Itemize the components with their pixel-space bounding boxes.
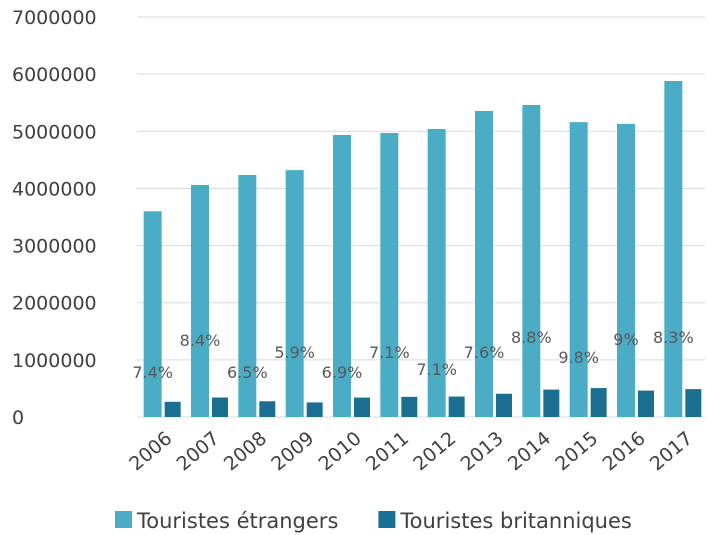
legend-swatch (115, 511, 132, 528)
x-tick-label: 2014 (504, 427, 555, 475)
bar (401, 396, 418, 417)
bar (475, 111, 493, 417)
bar (638, 390, 654, 417)
y-tick-label: 4000000 (12, 178, 97, 200)
bar (212, 397, 228, 417)
annotation: 8.3% (653, 328, 694, 347)
y-tick-label: 3000000 (12, 236, 97, 258)
x-tick-label: 2010 (315, 427, 366, 475)
bar (285, 170, 304, 417)
bar (496, 393, 512, 417)
annotation: 9.8% (558, 348, 599, 367)
x-tick-label: 2017 (646, 427, 697, 475)
y-tick-label: 6000000 (12, 64, 97, 86)
bar (590, 388, 607, 417)
x-tick-label: 2011 (362, 427, 413, 475)
bar (448, 396, 465, 417)
annotation: 6.9% (322, 363, 363, 382)
y-tick-label: 5000000 (12, 121, 97, 143)
annotation: 8.4% (180, 331, 221, 350)
bar (380, 133, 399, 417)
bar (164, 401, 181, 417)
bar (191, 185, 209, 417)
annotation: 7.1% (416, 360, 457, 379)
annotation: 6.5% (227, 363, 268, 382)
legend-label: Touristes étrangers (136, 509, 338, 533)
bar (333, 135, 351, 417)
x-tick-label: 2012 (409, 427, 460, 475)
y-tick-label: 7000000 (12, 7, 97, 29)
bar (354, 397, 370, 417)
x-tick-label: 2007 (173, 427, 224, 475)
x-tick-label: 2006 (125, 427, 176, 475)
bar (569, 122, 588, 418)
bar (664, 81, 683, 417)
bar (543, 389, 560, 417)
bar (617, 123, 635, 417)
annotation: 5.9% (274, 343, 315, 362)
annotation: 7.6% (464, 343, 505, 362)
bar (143, 211, 162, 417)
bar (522, 105, 541, 417)
x-tick-label: 2009 (267, 427, 318, 475)
bar (238, 175, 257, 417)
x-tick-label: 2013 (457, 427, 508, 475)
bar (685, 389, 702, 417)
x-tick-label: 2016 (599, 427, 650, 475)
legend-swatch (378, 511, 396, 528)
x-tick-label: 2008 (220, 427, 271, 475)
bar (306, 402, 323, 417)
annotation: 7.1% (369, 343, 410, 362)
y-tick-label: 0 (12, 407, 24, 429)
bar (427, 129, 446, 417)
bar (259, 401, 276, 417)
annotation: 7.4% (132, 363, 173, 382)
annotation: 9% (613, 330, 638, 349)
legend-label: Touristes britanniques (399, 509, 631, 533)
y-tick-label: 2000000 (12, 293, 97, 315)
annotation: 8.8% (511, 328, 552, 347)
x-tick-label: 2015 (551, 427, 602, 475)
y-tick-label: 1000000 (12, 350, 97, 372)
